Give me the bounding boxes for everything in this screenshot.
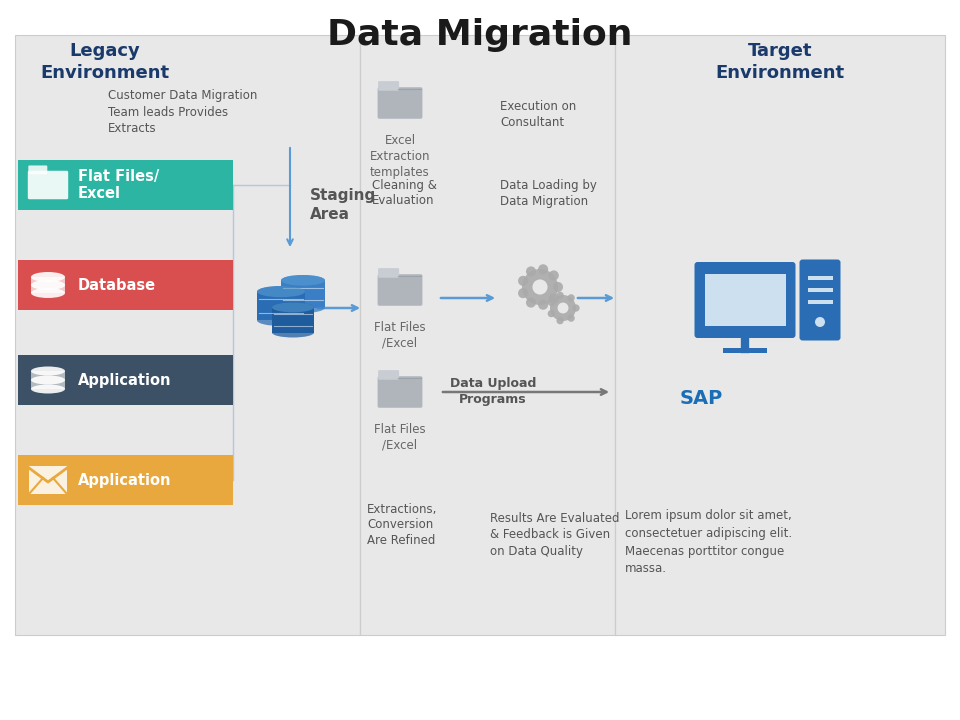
FancyBboxPatch shape — [378, 370, 399, 379]
Text: Legacy
Environment: Legacy Environment — [40, 42, 170, 82]
FancyBboxPatch shape — [378, 81, 399, 91]
FancyBboxPatch shape — [18, 260, 233, 310]
Bar — [31, 371, 65, 389]
Text: SAP: SAP — [680, 389, 723, 408]
Ellipse shape — [31, 272, 65, 282]
Text: Flat Files/
Excel: Flat Files/ Excel — [78, 168, 159, 201]
Circle shape — [557, 292, 564, 299]
Circle shape — [550, 295, 576, 321]
Text: Staging
Area: Staging Area — [310, 188, 376, 222]
Ellipse shape — [257, 286, 305, 297]
Text: Extractions,
Conversion
Are Refined: Extractions, Conversion Are Refined — [367, 503, 438, 547]
FancyBboxPatch shape — [377, 377, 422, 408]
Bar — [257, 292, 305, 320]
FancyBboxPatch shape — [377, 274, 422, 306]
Circle shape — [539, 264, 548, 274]
Ellipse shape — [31, 376, 65, 384]
Bar — [723, 348, 767, 353]
Circle shape — [547, 299, 555, 306]
Circle shape — [518, 276, 528, 286]
Bar — [807, 288, 832, 292]
FancyBboxPatch shape — [705, 274, 785, 326]
Ellipse shape — [281, 302, 325, 313]
Ellipse shape — [31, 288, 65, 298]
Circle shape — [539, 300, 548, 310]
Text: Flat Files
/Excel: Flat Files /Excel — [374, 321, 426, 350]
Circle shape — [522, 269, 558, 305]
FancyBboxPatch shape — [18, 355, 233, 405]
Bar — [807, 276, 832, 280]
Text: Cleaning &
Evaluation: Cleaning & Evaluation — [372, 179, 437, 207]
Text: Execution on
Consultant: Execution on Consultant — [500, 99, 576, 128]
FancyBboxPatch shape — [800, 259, 841, 341]
Ellipse shape — [31, 366, 65, 376]
Bar — [272, 307, 314, 333]
FancyBboxPatch shape — [15, 35, 360, 635]
FancyBboxPatch shape — [378, 268, 399, 278]
Circle shape — [553, 282, 563, 292]
Text: Data Loading by
Data Migration: Data Loading by Data Migration — [500, 179, 597, 207]
Text: Application: Application — [78, 372, 172, 387]
FancyBboxPatch shape — [615, 35, 945, 635]
Text: Excel
Extraction
templates: Excel Extraction templates — [370, 134, 430, 179]
Text: Data Migration: Data Migration — [327, 18, 633, 52]
Ellipse shape — [31, 280, 65, 290]
Circle shape — [815, 317, 825, 327]
Text: Data Upload
Programs: Data Upload Programs — [450, 377, 537, 407]
Bar — [807, 300, 832, 304]
Circle shape — [533, 279, 547, 294]
Circle shape — [558, 302, 568, 313]
Circle shape — [518, 288, 528, 298]
Text: Flat Files
/Excel: Flat Files /Excel — [374, 423, 426, 452]
Ellipse shape — [272, 302, 314, 312]
Bar — [31, 277, 65, 293]
Circle shape — [572, 305, 580, 312]
FancyBboxPatch shape — [28, 171, 68, 199]
Circle shape — [557, 317, 564, 324]
FancyBboxPatch shape — [377, 87, 422, 119]
Ellipse shape — [281, 275, 325, 286]
Ellipse shape — [272, 328, 314, 338]
FancyBboxPatch shape — [18, 455, 233, 505]
Text: Lorem ipsum dolor sit amet,
consectetuer adipiscing elit.
Maecenas porttitor con: Lorem ipsum dolor sit amet, consectetuer… — [625, 508, 792, 575]
Text: Results Are Evaluated
& Feedback is Given
on Data Quality: Results Are Evaluated & Feedback is Give… — [490, 513, 619, 557]
FancyBboxPatch shape — [28, 166, 47, 174]
Text: Customer Data Migration
Team leads Provides
Extracts: Customer Data Migration Team leads Provi… — [108, 89, 257, 135]
Text: Application: Application — [78, 472, 172, 487]
Circle shape — [526, 266, 536, 276]
FancyBboxPatch shape — [29, 466, 67, 494]
Ellipse shape — [31, 384, 65, 394]
Ellipse shape — [272, 302, 314, 312]
Circle shape — [549, 271, 559, 281]
FancyBboxPatch shape — [694, 262, 796, 338]
Text: Target
Environment: Target Environment — [715, 42, 845, 82]
Ellipse shape — [281, 275, 325, 286]
Circle shape — [526, 297, 536, 307]
Circle shape — [567, 294, 575, 302]
Ellipse shape — [257, 315, 305, 326]
Circle shape — [547, 310, 555, 318]
FancyBboxPatch shape — [18, 160, 233, 210]
FancyBboxPatch shape — [360, 35, 615, 635]
Bar — [281, 280, 325, 307]
Circle shape — [567, 315, 575, 322]
Circle shape — [549, 294, 559, 304]
Ellipse shape — [257, 286, 305, 297]
Text: Database: Database — [78, 277, 156, 292]
